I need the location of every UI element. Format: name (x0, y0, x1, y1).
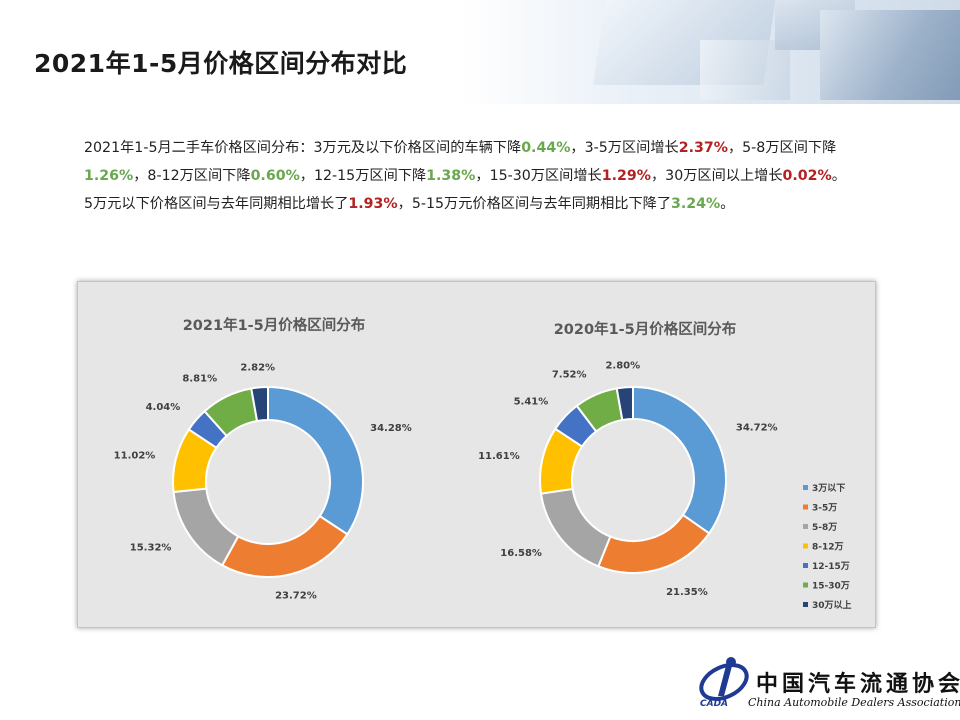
legend-swatch-6 (803, 582, 808, 588)
legend-item-3: 5-8万 (812, 522, 837, 533)
chart-panel: 2021年1-5月价格区间分布 2020年1-5月价格区间分布 34.28% 23… (77, 281, 876, 628)
chart-legend: 3万以下 3-5万 5-8万 8-12万 12-15万 15-30万 30万以上 (803, 483, 852, 611)
data-label-7: 2.80% (605, 360, 640, 371)
data-label-3: 16.58% (500, 548, 542, 559)
description-text: 。 (720, 196, 735, 212)
page-title: 2021年1-5月价格区间分布对比 (34, 49, 408, 78)
data-label-4: 11.61% (478, 451, 520, 462)
legend-swatch-2 (803, 504, 808, 510)
donut-slice-7 (615, 385, 634, 422)
donut-slice-1 (632, 385, 727, 535)
donut-slice-2 (220, 514, 349, 578)
description-text: ，30万区间以上增长 (650, 168, 783, 184)
description-highlight: 2.37% (678, 140, 728, 156)
legend-item-4: 8-12万 (812, 542, 844, 553)
legend-item-1: 3万以下 (812, 483, 845, 494)
banner-decoration (700, 40, 790, 100)
cada-emblem-icon (699, 657, 749, 701)
description-line-1: 2021年1-5月二手车价格区间分布：3万元及以下价格区间的车辆下降0.44%，… (84, 134, 884, 190)
description-highlight: 0.44% (521, 140, 571, 156)
data-label-6: 7.52% (552, 370, 587, 381)
data-label-1: 34.72% (736, 422, 778, 433)
donut-charts: 2021年1-5月价格区间分布 2020年1-5月价格区间分布 34.28% 23… (114, 316, 852, 611)
donut-slice-1 (267, 385, 364, 536)
data-label-6: 8.81% (182, 374, 217, 385)
description-line-2: 5万元以下价格区间与去年同期相比增长了1.93%，5-15万元价格区间与去年同期… (84, 190, 884, 218)
legend-swatch-3 (803, 524, 808, 529)
legend-item-2: 3-5万 (812, 503, 837, 514)
data-label-4: 11.02% (114, 450, 156, 461)
data-label-7: 2.82% (240, 362, 275, 373)
header-banner: 2021年1-5月价格区间分布对比 (0, 0, 960, 104)
description-text: 。 (831, 168, 846, 184)
description-highlight: 1.29% (601, 168, 651, 184)
logo-name-cn: 中国汽车流通协会 (756, 671, 960, 697)
description-text: 2021年1-5月二手车价格区间分布：3万元及以下价格区间的车辆下降0.44%，… (84, 134, 884, 218)
legend-swatch-4 (803, 543, 808, 549)
legend-swatch-5 (803, 563, 808, 568)
data-label-2: 21.35% (666, 587, 708, 598)
logo-name-en: China Automobile Dealers Association (748, 696, 960, 709)
description-highlight: 1.38% (426, 168, 476, 184)
description-text: 5万元以下价格区间与去年同期相比增长了 (84, 196, 349, 212)
data-label-3: 15.32% (130, 542, 172, 553)
legend-swatch-7 (803, 602, 808, 607)
description-text: ，12-15万区间下降 (299, 168, 427, 184)
chart-title-2020: 2020年1-5月价格区间分布 (554, 320, 737, 338)
description-highlight: 0.60% (250, 168, 300, 184)
cada-logo: CADA 中国汽车流通协会 China Automobile Dealers A… (692, 652, 960, 716)
legend-item-6: 15-30万 (812, 581, 850, 592)
legend-item-5: 12-15万 (812, 561, 850, 572)
legend-item-7: 30万以上 (812, 599, 852, 611)
description-text: ，8-12万区间下降 (133, 168, 251, 184)
logo-abbr: CADA (700, 699, 729, 709)
data-label-5: 4.04% (146, 402, 181, 413)
donut-slice-7 (250, 385, 269, 423)
banner-decoration (820, 10, 960, 100)
legend-swatch-1 (803, 485, 808, 490)
data-label-1: 34.28% (370, 423, 412, 434)
donut-slice-3 (172, 487, 240, 567)
description-text: ，3-5万区间增长 (570, 140, 679, 156)
description-highlight: 3.24% (671, 196, 721, 212)
description-text: ，15-30万区间增长 (475, 168, 602, 184)
donut-slice-2 (597, 513, 711, 574)
description-highlight: 1.26% (84, 168, 134, 184)
chart-title-2021: 2021年1-5月价格区间分布 (183, 316, 366, 334)
description-text: ，5-8万区间下降 (727, 140, 837, 156)
description-text: ，5-15万元价格区间与去年同期相比下降了 (397, 196, 672, 212)
description-highlight: 1.93% (348, 196, 398, 212)
description-highlight: 0.02% (782, 168, 832, 184)
donut-2021: 34.28% 23.72% 15.32% 11.02% 4.04% 8.81% 2.82% (114, 362, 412, 601)
donut-2020: 34.72% 21.35% 16.58% 11.61% 5.41% 7.52% 2.80% (478, 360, 777, 598)
data-label-2: 23.72% (275, 591, 317, 602)
description-text: 2021年1-5月二手车价格区间分布：3万元及以下价格区间的车辆下降 (84, 140, 522, 156)
data-label-5: 5.41% (514, 397, 549, 408)
donut-slice-3 (539, 487, 612, 568)
